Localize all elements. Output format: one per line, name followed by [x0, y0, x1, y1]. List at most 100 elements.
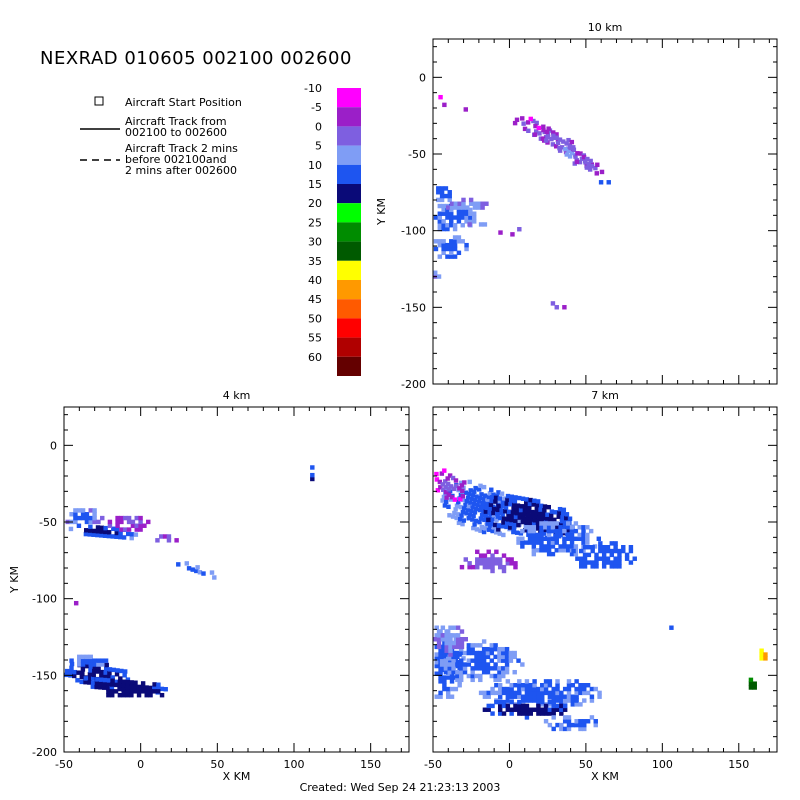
echo-cell	[597, 690, 602, 696]
echo-cell	[453, 205, 459, 210]
echo-cell	[547, 702, 553, 707]
echo-cell	[485, 646, 491, 652]
echo-cell	[493, 677, 498, 683]
echo-cell	[310, 465, 315, 470]
echo-cell	[520, 703, 526, 709]
echo-cell	[444, 648, 449, 653]
echo-cell	[517, 515, 522, 520]
echo-cell	[593, 722, 598, 728]
echo-cell	[478, 528, 483, 533]
echo-cell	[442, 644, 447, 650]
echo-cell	[517, 495, 522, 501]
echo-cell	[509, 557, 514, 562]
echo-cell	[490, 516, 496, 522]
echo-cell	[434, 471, 439, 477]
echo-cell	[539, 548, 544, 553]
echo-cell	[110, 675, 115, 680]
colorbar-label: 15	[308, 178, 322, 191]
echo-cell	[536, 690, 541, 696]
legend-track-line1: Aircraft Track from	[125, 115, 227, 128]
echo-cell	[528, 686, 533, 692]
echo-cell	[152, 682, 157, 687]
echo-cell	[95, 532, 100, 538]
echo-cell	[553, 510, 558, 515]
echo-cell	[130, 519, 136, 525]
echo-cell	[106, 533, 112, 539]
echo-cell	[583, 160, 588, 165]
echo-cell	[159, 692, 165, 698]
echo-cell	[461, 201, 466, 206]
echo-cell	[549, 513, 554, 518]
echo-cell	[442, 679, 447, 684]
echo-cell	[518, 511, 523, 517]
echo-cell	[531, 536, 537, 541]
echo-cell	[555, 690, 560, 696]
echo-cell	[487, 510, 492, 515]
legend-track-line2: 002100 to 002600	[125, 126, 227, 139]
echo-cell	[433, 246, 439, 252]
echo-cell	[467, 512, 473, 517]
echo-cell	[80, 658, 86, 663]
echo-cell	[617, 556, 622, 561]
echo-cell	[442, 656, 447, 661]
echo-cell	[581, 525, 586, 530]
echo-cell	[590, 564, 595, 569]
echo-cell	[605, 560, 611, 565]
echo-cell	[111, 667, 117, 673]
echo-cell	[69, 658, 74, 663]
echo-cell	[524, 698, 530, 703]
echo-cell	[458, 669, 464, 675]
echo-cell	[528, 517, 534, 522]
echo-cell	[520, 544, 525, 549]
echo-cell	[69, 512, 74, 517]
echo-cell	[443, 499, 449, 505]
echo-cell	[470, 643, 475, 648]
echo-cell	[562, 528, 567, 534]
colorbar-swatch	[337, 260, 361, 280]
echo-cell	[123, 527, 128, 532]
echo-cell	[454, 483, 459, 489]
echo-cell	[525, 516, 530, 522]
echo-cell	[461, 656, 466, 661]
echo-cell	[468, 201, 474, 206]
echo-cell	[590, 548, 595, 554]
echo-cell	[533, 514, 538, 519]
echo-cell	[558, 548, 563, 553]
echo-cell	[555, 694, 560, 699]
echo-cell	[504, 666, 510, 671]
echo-cell	[186, 566, 192, 571]
echo-cell	[144, 685, 149, 690]
echo-cell	[452, 215, 458, 220]
echo-cell	[84, 528, 89, 533]
echo-cell	[573, 544, 579, 549]
echo-cell	[543, 719, 549, 724]
echo-cell	[500, 500, 506, 506]
echo-cell	[115, 523, 120, 528]
echo-cell	[587, 167, 593, 172]
echo-cell	[478, 553, 484, 558]
echo-cell	[527, 525, 533, 530]
echo-cell	[144, 689, 149, 694]
echo-cell	[125, 689, 130, 694]
echo-cell	[562, 703, 568, 709]
echo-cell	[493, 662, 498, 667]
echo-cell	[510, 510, 516, 515]
echo-cell	[519, 504, 524, 509]
echo-cell	[559, 698, 564, 703]
echo-cell	[538, 507, 543, 512]
echo-cell	[451, 666, 456, 671]
echo-cell	[134, 523, 139, 528]
echo-cell	[549, 136, 554, 142]
echo-cell	[567, 143, 573, 148]
echo-cell	[448, 633, 453, 638]
echo-cell	[570, 683, 576, 688]
echo-cell	[436, 190, 441, 195]
echo-cell	[543, 690, 549, 696]
echo-cell	[565, 527, 571, 533]
echo-cell	[547, 683, 553, 688]
echo-cell	[310, 472, 315, 478]
echo-cell	[533, 129, 539, 134]
echo-cell	[442, 648, 447, 653]
echo-cell	[73, 508, 78, 513]
echo-cell	[490, 690, 495, 696]
